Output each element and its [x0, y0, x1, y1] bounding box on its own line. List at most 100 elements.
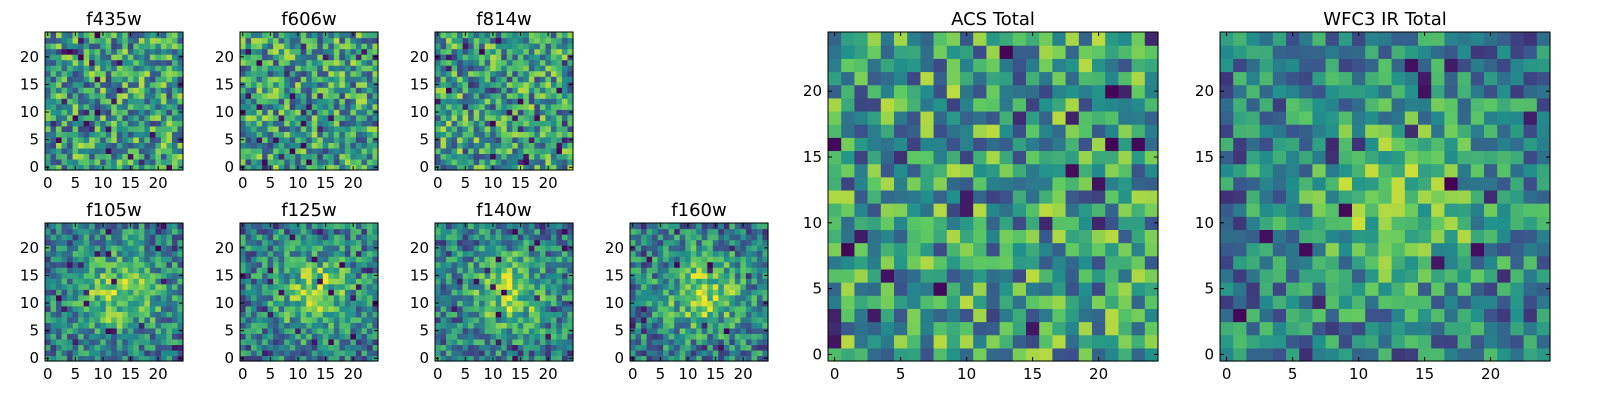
heatmap-cell	[83, 278, 90, 285]
heatmap-cell	[556, 344, 563, 351]
heatmap-cell	[539, 316, 546, 323]
heatmap-cell	[756, 294, 764, 301]
heatmap-cell	[100, 109, 107, 116]
heatmap-cell	[256, 322, 263, 329]
heatmap-cell	[240, 344, 247, 351]
heatmap-cell	[920, 255, 935, 270]
heatmap-cell	[317, 278, 324, 285]
heatmap-cell	[78, 136, 85, 143]
heatmap-cell	[177, 294, 184, 301]
heatmap-cell	[506, 109, 513, 116]
heatmap-cell	[630, 250, 637, 257]
heatmap-cell	[446, 87, 453, 94]
heatmap-cell	[457, 153, 464, 160]
heatmap-cell	[635, 239, 642, 246]
heatmap-cell	[94, 223, 101, 230]
heatmap-cell	[72, 136, 79, 143]
heatmap-cell	[89, 305, 96, 312]
heatmap-cell	[534, 349, 541, 357]
heatmap-cell	[652, 256, 659, 263]
heatmap-cell	[311, 54, 318, 61]
heatmap-cell	[344, 98, 351, 105]
heatmap-cell	[712, 311, 719, 318]
heatmap-cell	[495, 223, 502, 230]
heatmap-cell	[171, 283, 179, 290]
heatmap-cell	[933, 282, 948, 296]
heatmap-cell	[111, 245, 118, 252]
heatmap-cell	[122, 327, 129, 334]
heatmap-cell	[946, 268, 961, 283]
heatmap-cell	[490, 283, 497, 290]
heatmap-cell	[506, 153, 513, 160]
heatmap-cell	[468, 283, 475, 290]
heatmap-cell	[45, 289, 52, 296]
heatmap-cell	[707, 338, 714, 346]
heatmap-cell	[328, 120, 335, 127]
heatmap-cell	[278, 109, 285, 116]
heatmap-cell	[256, 48, 263, 55]
heatmap-cell	[867, 150, 882, 165]
heatmap-cell	[278, 59, 285, 66]
heatmap-cell	[440, 245, 447, 252]
heatmap-cell	[144, 32, 151, 39]
heatmap-cell	[127, 316, 134, 323]
heatmap-cell	[366, 92, 374, 99]
heatmap-cell	[652, 283, 659, 290]
heatmap-cell	[311, 300, 318, 307]
heatmap-cell	[45, 120, 52, 127]
heatmap-cell	[762, 294, 769, 301]
heatmap-cell	[567, 322, 574, 329]
heatmap-cell	[295, 239, 302, 246]
heatmap-cell	[144, 311, 151, 318]
heatmap-cell	[366, 344, 374, 351]
heatmap-cell	[440, 158, 447, 166]
heatmap-cell	[245, 272, 252, 279]
heatmap-cell	[690, 239, 697, 246]
heatmap-cell	[512, 239, 519, 246]
heatmap-cell	[718, 289, 725, 296]
heatmap-cell	[171, 81, 179, 88]
heatmap-cell	[171, 349, 179, 357]
heatmap-cell	[473, 92, 480, 99]
heatmap-cell	[67, 344, 74, 351]
heatmap-cell	[166, 256, 173, 263]
heatmap-cell	[446, 338, 453, 346]
heatmap-cell	[479, 87, 486, 94]
heatmap-cell	[468, 65, 475, 72]
heatmap-cell	[523, 81, 530, 88]
heatmap-cell	[256, 109, 263, 116]
heatmap-cell	[177, 316, 184, 323]
heatmap-cell	[539, 153, 546, 160]
heatmap-cell	[56, 70, 63, 77]
heatmap-cell	[501, 355, 508, 362]
heatmap-cell	[933, 203, 948, 217]
heatmap-cell	[350, 327, 357, 334]
heatmap-cell	[366, 98, 374, 105]
heatmap-cell	[366, 239, 374, 246]
heatmap-cell	[50, 76, 57, 83]
heatmap-cell	[646, 355, 653, 362]
heatmap-cell	[506, 333, 513, 340]
heatmap-cell	[94, 43, 101, 50]
heatmap-cell	[1026, 308, 1040, 323]
heatmap-cell	[712, 228, 719, 235]
heatmap-cell	[160, 300, 168, 307]
heatmap-cell	[361, 305, 368, 312]
heatmap-cell	[635, 316, 642, 323]
heatmap-cell	[240, 289, 247, 296]
heatmap-cell	[245, 327, 252, 334]
heatmap-cell	[311, 76, 318, 83]
heatmap-cell	[149, 256, 156, 263]
heatmap-cell	[111, 92, 118, 99]
heatmap-cell	[105, 349, 112, 357]
heatmap-cell	[300, 136, 307, 143]
heatmap-cell	[322, 283, 329, 290]
heatmap-cell	[685, 349, 692, 357]
heatmap-cell	[138, 272, 145, 279]
heatmap-cell	[1105, 176, 1119, 191]
heatmap-cell	[740, 289, 747, 296]
heatmap-cell	[100, 349, 107, 357]
heatmap-cell	[166, 109, 173, 116]
heatmap-cell	[657, 256, 664, 263]
heatmap-cell	[479, 311, 486, 318]
